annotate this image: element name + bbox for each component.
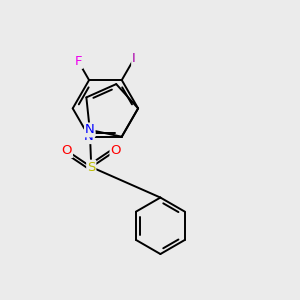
Text: N: N [85,123,95,136]
Text: O: O [61,144,72,157]
Text: N: N [84,130,94,143]
Text: I: I [132,52,136,65]
Text: F: F [75,55,82,68]
Text: S: S [87,160,95,174]
Text: O: O [110,144,121,157]
